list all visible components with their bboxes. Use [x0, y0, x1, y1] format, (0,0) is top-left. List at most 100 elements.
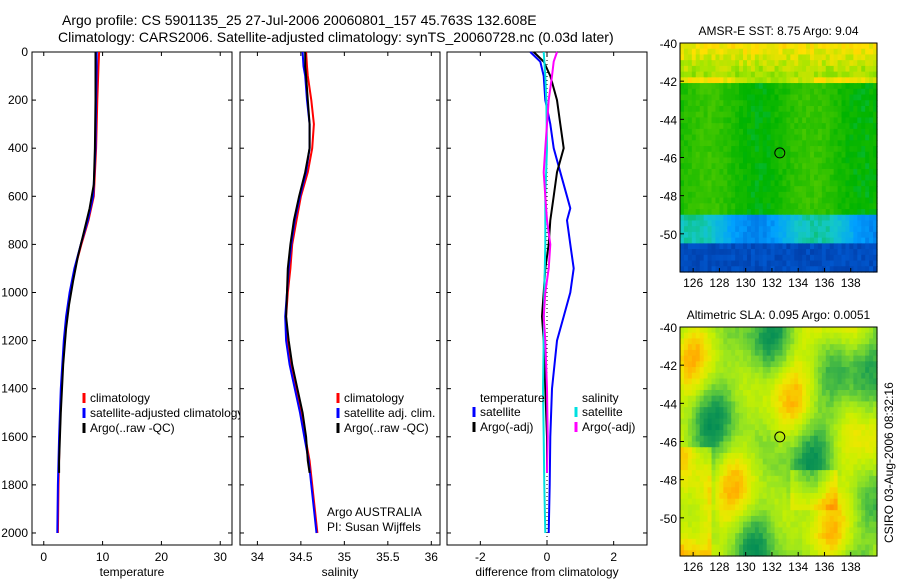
heatmap-cell — [683, 395, 689, 403]
heatmap-cell — [857, 88, 862, 96]
heatmap-cell — [758, 260, 764, 267]
heatmap-cell — [798, 550, 803, 557]
heatmap-cell — [687, 48, 693, 56]
heatmap-cell — [770, 83, 776, 90]
heatmap-cell — [790, 88, 795, 96]
heatmap-cell — [841, 123, 847, 130]
heatmap-cell — [683, 544, 689, 551]
heatmap-cell — [790, 521, 795, 528]
heatmap-cell — [786, 430, 791, 437]
heatmap-cell — [794, 544, 799, 551]
heatmap-cell — [695, 504, 701, 511]
heatmap-cell — [683, 527, 689, 534]
heatmap-cell — [790, 527, 795, 534]
heatmap-cell — [695, 401, 701, 408]
heatmap-cell — [798, 191, 803, 199]
heatmap-cell — [869, 151, 874, 159]
heatmap-cell — [782, 266, 787, 273]
heatmap-cell — [861, 88, 866, 96]
heatmap-cell — [869, 197, 874, 204]
heatmap-cell — [853, 209, 858, 216]
heatmap-cell — [707, 538, 713, 546]
heatmap-cell — [691, 105, 697, 113]
heatmap-cell — [873, 260, 878, 267]
heatmap-cell — [766, 401, 772, 408]
heatmap-cell — [810, 83, 815, 90]
heatmap-cell — [810, 214, 815, 222]
heatmap-cell — [680, 168, 685, 176]
heatmap-cell — [727, 332, 732, 340]
heatmap-cell — [746, 533, 752, 540]
heatmap-cell — [754, 180, 760, 187]
heatmap-cell — [786, 378, 791, 385]
heatmap-cell — [687, 111, 693, 119]
heatmap-cell — [865, 88, 870, 96]
heatmap-cell — [794, 487, 799, 494]
heatmap-cell — [687, 249, 693, 256]
heatmap-cell — [695, 441, 701, 448]
heatmap-cell — [743, 527, 748, 534]
heatmap-cell — [758, 43, 764, 50]
heatmap-cell — [845, 214, 851, 222]
heatmap-cell — [782, 521, 787, 528]
heatmap-cell — [849, 151, 854, 159]
heatmap-cell — [849, 538, 854, 546]
heatmap-cell — [680, 43, 685, 50]
heatmap-cell — [723, 493, 728, 500]
heatmap-cell — [707, 407, 713, 414]
heatmap-cell — [845, 389, 851, 397]
heatmap-cell — [754, 140, 760, 147]
heatmap-cell — [687, 510, 693, 517]
heatmap-cell — [750, 447, 756, 454]
heatmap-cell — [750, 361, 756, 368]
heatmap-cell — [869, 180, 874, 187]
heatmap-cell — [750, 338, 756, 345]
heatmap-cell — [746, 452, 752, 460]
heatmap-cell — [833, 60, 839, 67]
heatmap-cell — [782, 355, 787, 362]
heatmap-cell — [869, 249, 874, 256]
heatmap-cell — [731, 140, 736, 147]
heatmap-cell — [723, 123, 728, 130]
heatmap-cell — [762, 407, 768, 414]
heatmap-cell — [758, 94, 764, 101]
heatmap-cell — [778, 367, 784, 374]
heatmap-cell — [817, 146, 823, 153]
heatmap-cell — [754, 458, 760, 465]
heatmap-cell — [798, 458, 803, 465]
heatmap-cell — [802, 430, 807, 437]
heatmap-cell — [845, 412, 851, 420]
heatmap-cell — [687, 481, 693, 488]
heatmap-cell — [727, 412, 732, 420]
heatmap-cell — [841, 550, 847, 557]
heatmap-cell — [715, 327, 720, 334]
heatmap-cell — [739, 65, 744, 73]
heatmap-cell — [680, 521, 685, 528]
heatmap-cell — [861, 163, 866, 170]
heatmap-cell — [778, 504, 784, 511]
heatmap-cell — [739, 111, 744, 119]
heatmap-cell — [750, 493, 756, 500]
heatmap-cell — [833, 355, 839, 362]
heatmap-cell — [806, 550, 811, 557]
heatmap-cell — [837, 249, 843, 256]
heatmap-cell — [790, 538, 795, 546]
heatmap-cell — [703, 441, 709, 448]
heatmap-cell — [845, 344, 851, 351]
heatmap-cell — [825, 163, 831, 170]
heatmap-cell — [699, 203, 705, 210]
heatmap-cell — [861, 361, 866, 368]
heatmap-cell — [829, 424, 835, 431]
heatmap-cell — [766, 510, 772, 517]
heatmap-cell — [723, 134, 728, 141]
heatmap-cell — [869, 209, 874, 216]
heatmap-cell — [845, 544, 851, 551]
heatmap-cell — [802, 209, 807, 216]
heatmap-cell — [758, 60, 764, 67]
heatmap-cell — [806, 441, 811, 448]
heatmap-cell — [735, 163, 740, 170]
heatmap-cell — [802, 186, 807, 193]
heatmap-cell — [691, 493, 697, 500]
temperature-legend-label: Argo(..raw -QC) — [90, 421, 175, 435]
heatmap-cell — [683, 266, 689, 273]
